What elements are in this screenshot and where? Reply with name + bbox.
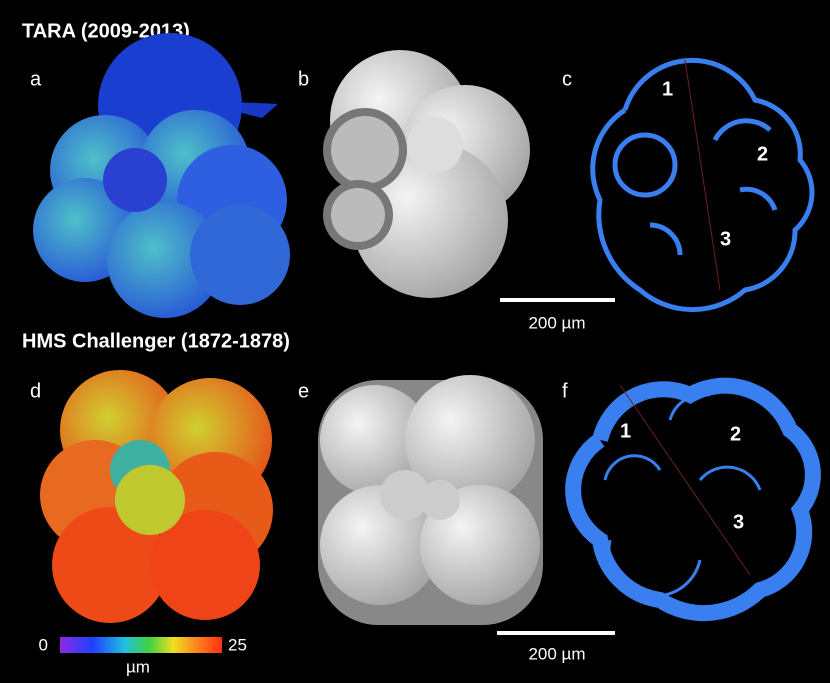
scale-label: 200 µm [528,644,585,663]
chamber-label: 1 [662,78,673,100]
chamber-label: 3 [720,228,731,250]
chamber-label: 3 [733,511,744,533]
panel-label: b [298,68,309,90]
specimen-d [40,370,273,623]
section-title: HMS Challenger (1872-1878) [22,330,290,352]
panel-label: e [298,380,309,402]
section-c [590,57,815,313]
colorbar [60,637,222,653]
colorbar-unit: µm [126,657,150,676]
colorbar-max: 25 [228,635,247,654]
colorbar-min: 0 [39,635,48,654]
panel-label: a [30,68,42,90]
panel-label: d [30,380,41,402]
specimen-e [318,375,543,625]
specimen-a [33,33,290,318]
panel-label: f [562,380,568,402]
chamber-label: 2 [757,143,768,165]
panel-label: c [562,68,572,90]
specimen-b [323,50,530,298]
section-f [565,377,821,622]
scale-label: 200 µm [528,313,585,332]
chamber-label: 2 [730,423,741,445]
chamber-label: 1 [620,420,631,442]
